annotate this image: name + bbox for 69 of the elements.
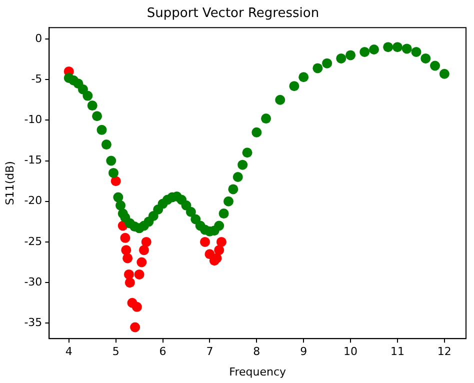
point xyxy=(252,127,262,138)
point xyxy=(200,236,210,247)
y-tick-label: -20 xyxy=(24,194,42,208)
point xyxy=(336,53,346,64)
point xyxy=(275,94,286,105)
point xyxy=(141,236,152,247)
x-tick-label: 6 xyxy=(159,345,166,358)
point xyxy=(322,58,332,68)
point xyxy=(134,269,144,280)
x-tick-label: 4 xyxy=(65,345,72,358)
point xyxy=(392,42,402,52)
x-tick-label: 12 xyxy=(437,345,452,358)
point xyxy=(420,53,431,64)
y-tick-label: -5 xyxy=(31,72,42,86)
x-tick-label: 10 xyxy=(344,345,358,358)
point xyxy=(122,253,133,264)
point xyxy=(138,245,149,256)
point xyxy=(232,172,243,182)
y-tick-label: -15 xyxy=(24,154,42,167)
point xyxy=(402,44,412,54)
point xyxy=(289,81,300,92)
point xyxy=(214,220,224,231)
point xyxy=(261,114,272,124)
point xyxy=(101,140,112,150)
y-tick-label: 0 xyxy=(35,32,42,45)
point xyxy=(368,44,379,55)
point xyxy=(136,257,147,268)
point xyxy=(430,60,440,71)
x-tick-label: 7 xyxy=(206,345,214,358)
y-tick-label: -30 xyxy=(24,275,42,288)
point xyxy=(360,46,370,57)
point xyxy=(82,90,93,101)
y-tick-label: -10 xyxy=(24,113,42,126)
point xyxy=(121,245,132,256)
point xyxy=(113,192,124,202)
point xyxy=(218,208,229,219)
point xyxy=(130,322,140,332)
y-axis-title: S11(dB) xyxy=(3,161,16,206)
point xyxy=(223,196,234,206)
point xyxy=(216,236,226,247)
point xyxy=(383,42,394,52)
point xyxy=(346,50,356,60)
point xyxy=(214,245,224,256)
x-axis-title: Frequency xyxy=(229,365,286,378)
point xyxy=(298,72,309,82)
point xyxy=(120,232,130,243)
point xyxy=(238,160,248,170)
x-tick-label: 8 xyxy=(253,345,260,358)
point xyxy=(96,124,107,135)
point xyxy=(228,184,238,194)
point xyxy=(110,176,121,186)
point xyxy=(108,168,118,178)
point xyxy=(411,46,422,57)
point xyxy=(106,156,116,166)
point xyxy=(87,100,98,111)
x-tick-label: 9 xyxy=(300,345,308,358)
x-tick-label: 5 xyxy=(112,345,120,358)
y-tick-label: -25 xyxy=(24,234,42,248)
y-tick-label: -35 xyxy=(24,316,42,330)
point xyxy=(124,278,135,288)
point xyxy=(186,206,196,217)
point xyxy=(439,68,450,79)
x-tick-label: 11 xyxy=(390,345,404,358)
point xyxy=(312,63,323,74)
point xyxy=(92,111,102,122)
point xyxy=(132,302,142,312)
point xyxy=(116,200,126,210)
point xyxy=(242,148,252,158)
chart-title: Support Vector Regression xyxy=(146,6,320,22)
